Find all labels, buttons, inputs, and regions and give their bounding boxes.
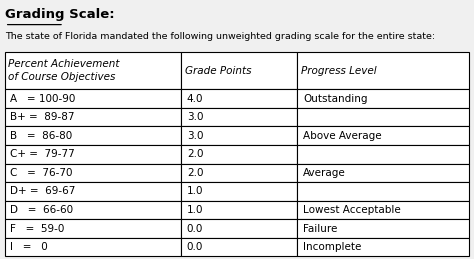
Bar	[5, 145, 181, 164]
Text: Incomplete: Incomplete	[303, 242, 361, 252]
Text: 2.0: 2.0	[187, 149, 203, 159]
Bar	[5, 201, 181, 219]
Bar	[5, 164, 181, 182]
Text: A   = 100-90: A = 100-90	[10, 94, 76, 104]
Bar	[297, 201, 469, 219]
Text: C+ =  79-77: C+ = 79-77	[10, 149, 75, 159]
Text: Lowest Acceptable: Lowest Acceptable	[303, 205, 401, 215]
Text: C   =  76-70: C = 76-70	[10, 168, 73, 178]
Bar	[5, 108, 181, 126]
Text: 3.0: 3.0	[187, 112, 203, 122]
Bar	[181, 108, 297, 126]
Text: D   =  66-60: D = 66-60	[10, 205, 73, 215]
Text: The state of Florida mandated the following unweighted grading scale for the ent: The state of Florida mandated the follow…	[5, 32, 435, 41]
Bar	[297, 108, 469, 126]
Text: Progress Level: Progress Level	[301, 66, 377, 76]
Text: Percent Achievement
of Course Objectives: Percent Achievement of Course Objectives	[9, 59, 120, 82]
Bar	[5, 238, 181, 256]
Bar	[5, 126, 181, 145]
Text: B   =  86-80: B = 86-80	[10, 131, 73, 141]
Text: 4.0: 4.0	[187, 94, 203, 104]
Bar	[181, 182, 297, 201]
Bar	[181, 52, 297, 89]
Text: 2.0: 2.0	[187, 168, 203, 178]
Text: I   =   0: I = 0	[10, 242, 48, 252]
Text: Grading Scale:: Grading Scale:	[5, 8, 114, 21]
Text: Failure: Failure	[303, 224, 337, 234]
Bar	[181, 89, 297, 108]
Bar	[181, 126, 297, 145]
Bar	[181, 201, 297, 219]
Text: Outstanding: Outstanding	[303, 94, 367, 104]
Text: 0.0: 0.0	[187, 242, 203, 252]
Text: Above Average: Above Average	[303, 131, 382, 141]
Bar	[5, 52, 181, 89]
Text: Grade Points: Grade Points	[185, 66, 252, 76]
Text: 0.0: 0.0	[187, 224, 203, 234]
Bar	[297, 164, 469, 182]
Bar	[297, 126, 469, 145]
Text: F   =  59-0: F = 59-0	[10, 224, 64, 234]
Bar	[5, 182, 181, 201]
Bar	[5, 219, 181, 238]
Bar	[297, 52, 469, 89]
Bar	[297, 219, 469, 238]
Bar	[181, 219, 297, 238]
Text: Average: Average	[303, 168, 346, 178]
Text: 1.0: 1.0	[187, 186, 203, 196]
Bar	[297, 182, 469, 201]
Bar	[181, 145, 297, 164]
Bar	[5, 89, 181, 108]
Text: 3.0: 3.0	[187, 131, 203, 141]
Text: B+ =  89-87: B+ = 89-87	[10, 112, 75, 122]
Bar	[181, 238, 297, 256]
Text: 1.0: 1.0	[187, 205, 203, 215]
Bar	[297, 145, 469, 164]
Bar	[297, 89, 469, 108]
Bar	[297, 238, 469, 256]
Bar	[181, 164, 297, 182]
Text: D+ =  69-67: D+ = 69-67	[10, 186, 76, 196]
